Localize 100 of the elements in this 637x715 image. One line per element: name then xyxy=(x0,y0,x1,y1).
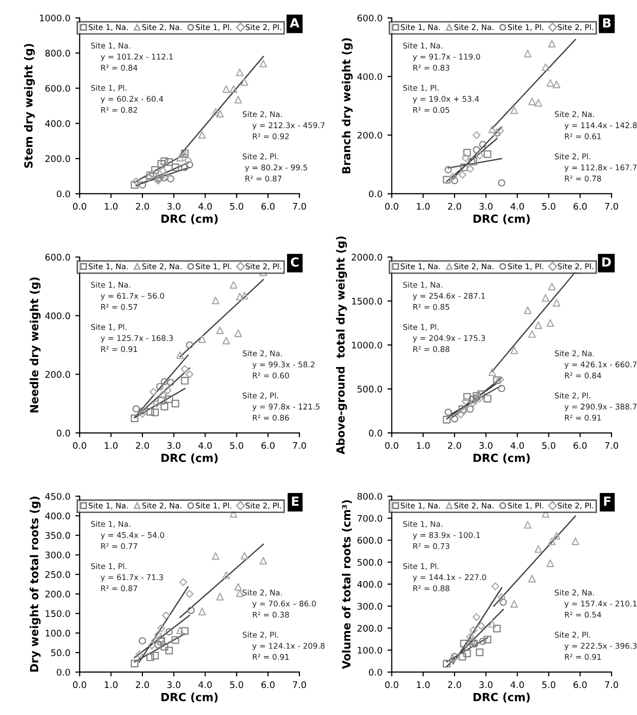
y-tick-label: 600.0 xyxy=(45,84,70,92)
x-tick-label: 6.0 xyxy=(574,442,587,449)
y-axis-title: Volume of total roots (cm³) xyxy=(342,500,352,670)
x-axis-title: DRC (cm) xyxy=(474,214,530,224)
x-tick-label: 1.0 xyxy=(104,681,118,688)
x-tick-label: 3.0 xyxy=(167,442,180,449)
y-tick-label: 1000.0 xyxy=(352,342,382,349)
y-tick-label: 400.0 xyxy=(357,580,382,588)
y-axis-title: Stem dry weight (g) xyxy=(24,44,35,168)
x-tick-label: 5.0 xyxy=(230,202,244,210)
y-tick-label: 400.0 xyxy=(45,312,70,320)
chart-title: E xyxy=(292,496,298,506)
y-axis-title: Needle dry weight (g) xyxy=(30,278,41,412)
y-tick-label: 200.0 xyxy=(358,132,382,139)
x-tick-label: 4.0 xyxy=(510,442,524,449)
y-tick-label: 1000.0 xyxy=(40,14,70,22)
x-tick-label: 4.0 xyxy=(198,681,212,688)
y-tick-label: 600.0 xyxy=(45,254,70,261)
x-axis-title: DRC (cm) xyxy=(474,453,530,464)
x-tick-label: 3.0 xyxy=(479,442,493,449)
y-tick-label: 800.0 xyxy=(357,492,382,500)
y-tick-label: 450.0 xyxy=(45,492,70,500)
y-tick-label: 300.0 xyxy=(358,602,382,610)
x-tick-label: 6.0 xyxy=(574,202,587,210)
x-tick-label: 0.0 xyxy=(385,202,398,210)
chart-title: B xyxy=(603,18,611,28)
x-tick-label: 5.0 xyxy=(542,202,556,210)
x-tick-label: 0.0 xyxy=(73,202,86,210)
y-tick-label: 700.0 xyxy=(358,514,382,522)
x-tick-label: 0.0 xyxy=(385,681,398,688)
y-tick-label: 250.0 xyxy=(45,571,70,578)
x-tick-label: 2.0 xyxy=(136,442,149,449)
x-tick-label: 7.0 xyxy=(292,442,306,449)
x-tick-label: 7.0 xyxy=(605,681,618,688)
y-tick-label: 200.0 xyxy=(358,624,382,632)
y-tick-label: 400.0 xyxy=(45,120,70,127)
y-tick-label: 200.0 xyxy=(45,155,70,162)
y-tick-label: 600.0 xyxy=(357,536,382,544)
x-tick-label: 4.0 xyxy=(198,442,212,449)
x-axis-title: DRC (cm) xyxy=(161,692,218,703)
y-tick-label: 350.0 xyxy=(45,532,70,539)
x-tick-label: 2.0 xyxy=(136,681,149,688)
x-tick-label: 0.0 xyxy=(73,442,86,449)
x-tick-label: 3.0 xyxy=(167,681,180,688)
x-tick-label: 2.0 xyxy=(136,202,149,210)
x-axis-title: DRC (cm) xyxy=(474,692,530,703)
y-tick-label: 300.0 xyxy=(45,552,70,558)
y-tick-label: 500.0 xyxy=(358,558,382,566)
chart-title: C xyxy=(290,257,299,267)
x-axis-title: DRC (cm) xyxy=(161,214,218,224)
x-tick-label: 6.0 xyxy=(261,681,275,688)
y-tick-label: 100.0 xyxy=(358,646,382,654)
chart-title: A xyxy=(290,18,300,28)
x-tick-label: 5.0 xyxy=(230,681,244,688)
y-tick-label: 400.0 xyxy=(45,512,70,520)
x-tick-label: 1.0 xyxy=(104,202,118,210)
y-tick-label: 150.0 xyxy=(46,610,70,618)
y-tick-label: 400.0 xyxy=(357,73,382,80)
x-tick-label: 4.0 xyxy=(510,202,524,210)
x-tick-label: 6.0 xyxy=(261,442,275,449)
y-axis-title: Branch dry weight (g) xyxy=(342,38,353,174)
x-tick-label: 5.0 xyxy=(542,442,556,449)
x-tick-label: 3.0 xyxy=(479,202,493,210)
y-tick-label: 0.0 xyxy=(56,430,70,436)
y-tick-label: 0.0 xyxy=(368,430,382,436)
y-tick-label: 2000.0 xyxy=(352,254,382,261)
y-tick-label: 500.0 xyxy=(358,386,382,393)
x-tick-label: 4.0 xyxy=(198,202,212,210)
y-tick-label: 200.0 xyxy=(45,371,70,378)
x-tick-label: 4.0 xyxy=(510,681,524,688)
y-tick-label: 0.0 xyxy=(56,190,70,198)
x-tick-label: 7.0 xyxy=(605,442,618,449)
x-tick-label: 3.0 xyxy=(167,202,180,210)
x-tick-label: 1.0 xyxy=(416,681,430,688)
y-axis-title: Above-ground total dry weight (g) xyxy=(336,236,347,454)
chart-title: F xyxy=(604,496,610,506)
x-tick-label: 3.0 xyxy=(479,681,493,688)
x-axis-title: DRC (cm) xyxy=(161,453,218,464)
x-tick-label: 1.0 xyxy=(416,442,430,449)
y-tick-label: 0.0 xyxy=(368,190,382,198)
x-tick-label: 1.0 xyxy=(104,442,118,449)
x-tick-label: 7.0 xyxy=(292,681,306,688)
x-tick-label: 0.0 xyxy=(385,442,398,449)
x-tick-label: 7.0 xyxy=(605,202,618,210)
y-tick-label: 50.0 xyxy=(51,649,70,656)
x-tick-label: 2.0 xyxy=(448,442,462,449)
x-tick-label: 5.0 xyxy=(230,442,244,449)
x-tick-label: 2.0 xyxy=(448,202,462,210)
x-tick-label: 5.0 xyxy=(542,681,556,688)
y-tick-label: 200.0 xyxy=(45,590,70,598)
chart-title: D xyxy=(602,257,611,267)
y-tick-label: 0.0 xyxy=(56,668,70,676)
x-tick-label: 7.0 xyxy=(292,202,306,210)
y-axis-title: Dry weight of total roots (g) xyxy=(30,496,41,672)
x-tick-label: 0.0 xyxy=(73,681,86,688)
x-tick-label: 6.0 xyxy=(574,681,587,688)
y-tick-label: 1500.0 xyxy=(352,298,382,305)
y-tick-label: 800.0 xyxy=(45,50,70,57)
y-tick-label: 600.0 xyxy=(357,14,382,22)
x-tick-label: 2.0 xyxy=(448,681,462,688)
